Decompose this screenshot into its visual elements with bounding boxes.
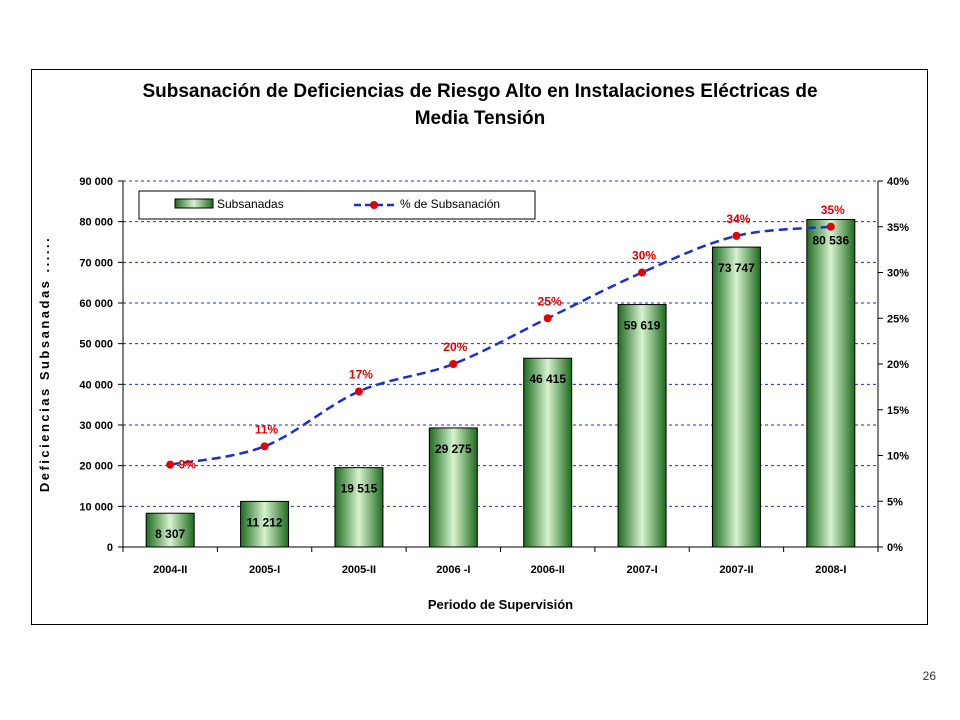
percent-marker	[166, 460, 175, 469]
bar-label: 29 275	[435, 442, 472, 456]
bar-2008-I	[806, 218, 856, 548]
x-tick-label: 2007-II	[719, 564, 753, 576]
y-tick-label: 20 000	[79, 461, 113, 473]
x-axis-title: Periodo de Supervisión	[428, 597, 573, 612]
y2-tick-label: 40%	[887, 176, 909, 188]
legend-label-bars: Subsanadas	[217, 197, 284, 211]
chart-frame: Subsanación de Deficiencias de Riesgo Al…	[31, 69, 928, 625]
percent-line	[169, 225, 831, 466]
bar-label: 11 212	[247, 515, 283, 529]
percent-label: 30%	[632, 249, 656, 263]
bar-2006-II	[523, 357, 573, 548]
x-tick-label: 2007-I	[626, 564, 657, 576]
bar-2004-II	[145, 512, 195, 548]
y2-tick-label: 35%	[887, 222, 909, 234]
percent-marker	[354, 387, 363, 396]
y2-tick-label: 15%	[887, 405, 909, 417]
y2-tick-label: 25%	[887, 313, 909, 325]
y2-tick-label: 30%	[887, 268, 909, 280]
legend-marker	[370, 201, 378, 209]
bar-2007-I	[617, 304, 667, 548]
bar-label: 19 515	[341, 482, 378, 496]
percent-label: 20%	[443, 340, 467, 354]
legend-bar-swatch	[174, 198, 214, 209]
bar-label: 80 536	[812, 233, 849, 247]
percent-marker	[638, 268, 647, 277]
x-tick-label: 2004-II	[153, 564, 187, 576]
chart-svg: Subsanación de Deficiencias de Riesgo Al…	[37, 81, 909, 612]
legend-label-line: % de Subsanación	[400, 197, 500, 211]
bar-label: 73 747	[718, 261, 755, 275]
percent-label: 9%	[179, 458, 197, 472]
x-tick-label: 2006 -I	[436, 564, 470, 576]
y-tick-label: 30 000	[79, 420, 113, 432]
percent-label: 34%	[726, 212, 750, 226]
bar-2006 -I	[428, 427, 478, 548]
chart-title-line-2: Media Tensión	[415, 108, 546, 129]
x-tick-label: 2008-I	[815, 564, 846, 576]
chart-title-line-1: Subsanación de Deficiencias de Riesgo Al…	[142, 81, 817, 102]
bar-label: 59 619	[624, 319, 661, 333]
y-tick-label: 80 000	[79, 217, 113, 229]
y2-tick-label: 10%	[887, 451, 909, 463]
y-tick-label: 70 000	[79, 257, 113, 269]
percent-marker	[449, 360, 458, 368]
page-number: 26	[922, 669, 936, 683]
y-tick-label: 0	[107, 542, 113, 554]
bar-label: 46 415	[529, 372, 566, 386]
x-tick-label: 2005-II	[342, 564, 376, 576]
percent-marker	[732, 231, 741, 240]
percent-label: 25%	[538, 294, 562, 308]
bar-2005-II	[334, 467, 384, 548]
percent-label: 17%	[349, 367, 373, 381]
bar-2007-II	[711, 246, 761, 548]
y2-tick-label: 20%	[887, 359, 909, 371]
y-tick-label: 90 000	[79, 176, 113, 188]
bar-label: 8 307	[155, 527, 185, 541]
y-tick-label: 10 000	[79, 501, 113, 513]
y-tick-label: 40 000	[79, 379, 113, 391]
percent-label: 11%	[255, 422, 279, 436]
y-tick-label: 60 000	[79, 298, 113, 310]
y-tick-label: 50 000	[79, 339, 113, 351]
x-tick-label: 2005-I	[249, 564, 280, 576]
y2-tick-label: 5%	[887, 496, 903, 508]
y2-tick-label: 0%	[887, 542, 903, 554]
percent-marker	[543, 314, 552, 323]
percent-marker	[826, 222, 835, 231]
y-axis-title: Deficiencias Subsanadas ......	[37, 236, 52, 492]
percent-label: 35%	[821, 203, 845, 217]
x-tick-label: 2006-II	[531, 564, 565, 576]
bar-2005-I	[240, 500, 290, 548]
percent-marker	[260, 442, 269, 451]
